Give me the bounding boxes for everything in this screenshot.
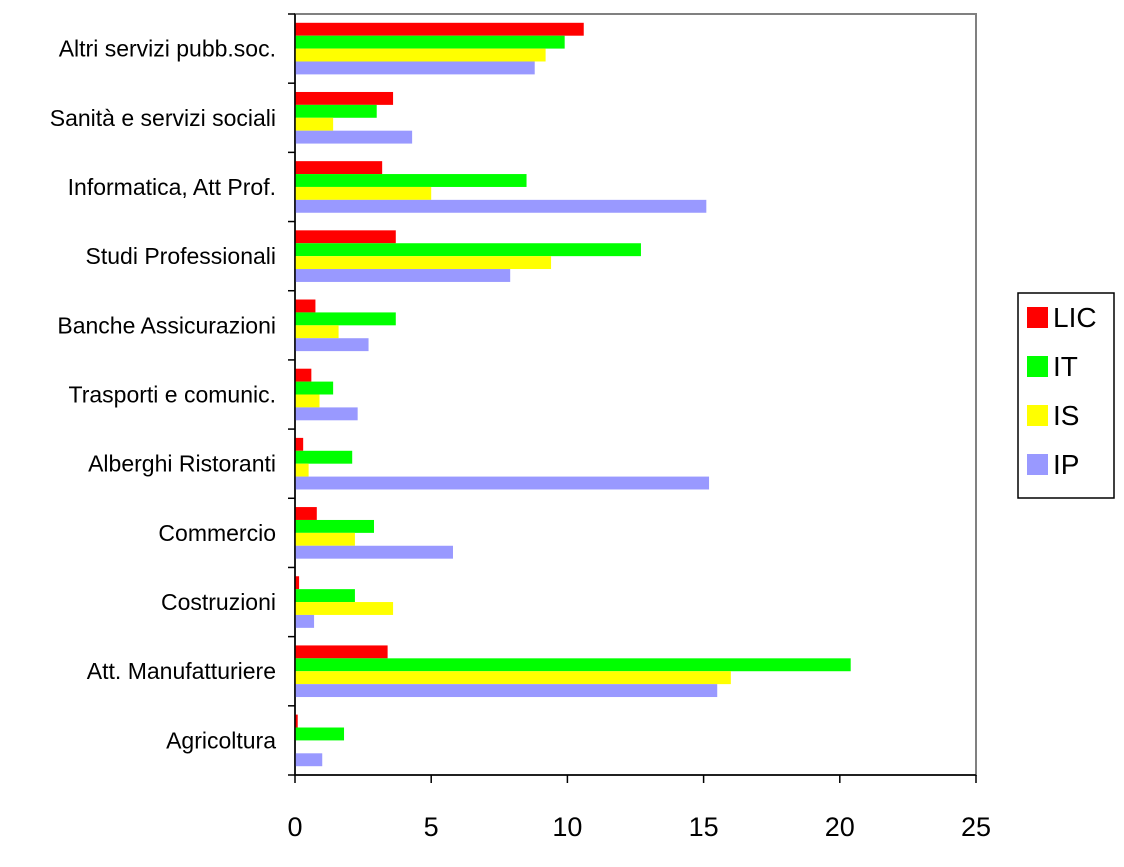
bar-is-1	[295, 671, 731, 685]
category-label: Studi Professionali	[86, 243, 277, 269]
bar-it-9	[295, 104, 377, 118]
bar-lic-4	[295, 437, 304, 451]
bar-lic-8	[295, 161, 383, 175]
category-label: Att. Manufatturiere	[87, 658, 276, 684]
bar-is-2	[295, 602, 394, 615]
legend-swatch-is	[1027, 405, 1048, 426]
bar-ip-1	[295, 684, 718, 698]
legend-swatch-lic	[1027, 307, 1048, 328]
value-tick-label: 5	[424, 812, 439, 842]
bar-it-2	[295, 589, 355, 603]
legend-label-is: IS	[1053, 400, 1079, 431]
bar-lic-10	[295, 22, 584, 36]
bar-it-4	[295, 450, 353, 464]
bar-is-7	[295, 256, 552, 270]
bar-ip-0	[295, 753, 323, 767]
bar-ip-8	[295, 199, 707, 213]
category-label: Costruzioni	[161, 589, 276, 615]
category-label: Informatica, Att Prof.	[68, 174, 276, 200]
bar-is-5	[295, 394, 320, 408]
bar-lic-9	[295, 91, 394, 105]
value-tick-label: 15	[689, 812, 719, 842]
bar-lic-5	[295, 368, 312, 382]
bar-is-6	[295, 325, 339, 339]
bar-lic-3	[295, 507, 317, 520]
value-tick-label: 20	[825, 812, 855, 842]
bar-ip-4	[295, 476, 710, 490]
category-axis: Agricoltura Att. Manufatturiere Costruzion…	[50, 13, 296, 776]
bar-ip-9	[295, 130, 413, 144]
category-label: Alberghi Ristoranti	[88, 451, 276, 477]
bar-it-5	[295, 381, 334, 395]
bar-lic-6	[295, 299, 316, 313]
bar-ip-2	[295, 614, 315, 628]
bar-it-7	[295, 243, 641, 257]
category-label: Altri servizi pubb.soc.	[59, 36, 276, 62]
bar-it-3	[295, 519, 374, 533]
bar-is-4	[295, 463, 309, 477]
legend-label-lic: LIC	[1053, 302, 1097, 333]
legend-label-it: IT	[1053, 351, 1078, 382]
legend-swatch-it	[1027, 356, 1048, 377]
category-label: Commercio	[158, 520, 276, 546]
bar-is-9	[295, 117, 334, 131]
bar-is-10	[295, 48, 546, 62]
bar-lic-7	[295, 230, 396, 244]
category-label: Sanità e servizi sociali	[50, 105, 276, 131]
bar-lic-1	[295, 645, 388, 659]
bar-ip-7	[295, 269, 511, 282]
legend-label-ip: IP	[1053, 449, 1079, 480]
bar-lic-2	[295, 576, 300, 590]
bar-ip-6	[295, 338, 369, 352]
bar-it-8	[295, 174, 527, 187]
bar-it-0	[295, 727, 345, 741]
bars-group	[295, 22, 851, 767]
bar-it-6	[295, 312, 396, 326]
value-tick-label: 25	[961, 812, 991, 842]
bar-it-10	[295, 35, 565, 49]
bar-ip-10	[295, 61, 535, 75]
bar-lic-0	[295, 714, 298, 728]
value-tick-label: 10	[552, 812, 582, 842]
bar-ip-3	[295, 545, 453, 559]
value-tick-label: 0	[287, 812, 302, 842]
category-label: Agricoltura	[166, 727, 276, 753]
value-axis: 0 5 10 15 20 25	[287, 774, 991, 842]
bar-it-1	[295, 658, 851, 672]
bar-is-8	[295, 186, 432, 200]
legend: LIC IT IS IP	[1017, 292, 1115, 499]
category-label: Banche Assicurazioni	[57, 312, 276, 338]
bar-ip-5	[295, 407, 358, 421]
legend-swatch-ip	[1027, 454, 1048, 475]
bar-is-3	[295, 532, 355, 546]
category-label: Trasporti e comunic.	[69, 382, 277, 408]
